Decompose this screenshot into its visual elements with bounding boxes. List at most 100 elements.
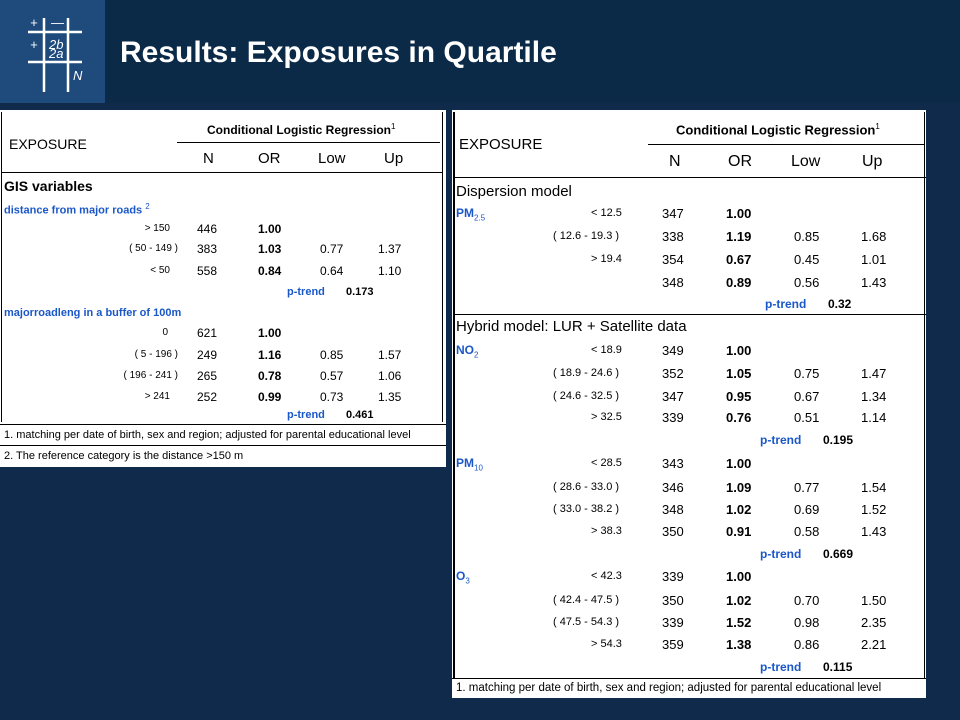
- var-roadleng-label: majorroadleng in a buffer of 100m: [4, 307, 182, 319]
- section-gis: GIS variables: [4, 178, 93, 194]
- row-up: 1.35: [378, 390, 402, 404]
- row-n: 352: [662, 366, 684, 381]
- var-o3-label: O3: [456, 569, 470, 585]
- row-up: 1.68: [861, 229, 887, 244]
- footnote-1: 1. matching per date of birth, sex and r…: [4, 429, 411, 441]
- row-up: 1.10: [378, 264, 402, 278]
- row-or: 0.84: [258, 264, 282, 278]
- ptrend-value: 0.669: [823, 547, 854, 561]
- svg-text:+: +: [30, 15, 38, 30]
- header-bar: + — + 2b 2a N Results: Exposures in Quar…: [0, 0, 960, 103]
- footnote-2: 2. The reference category is the distanc…: [4, 450, 244, 462]
- row-cat: > 32.5: [591, 411, 622, 423]
- row-or: 0.89: [726, 275, 752, 290]
- svg-text:+: +: [30, 37, 38, 52]
- row-cat: > 38.3: [591, 525, 622, 537]
- row-n: 249: [197, 348, 218, 362]
- row-cat: ( 50 - 149 ): [129, 243, 178, 254]
- row-n: 354: [662, 252, 684, 267]
- row-up: 1.34: [861, 389, 887, 404]
- row-or: 0.95: [726, 389, 752, 404]
- col-low: Low: [318, 150, 346, 167]
- row-low: 0.86: [794, 637, 820, 652]
- row-n: 347: [662, 389, 684, 404]
- svg-text:2b: 2b: [48, 37, 63, 52]
- col-n: N: [669, 153, 681, 170]
- row-low: 0.77: [794, 480, 820, 495]
- exposure-header: EXPOSURE: [459, 136, 543, 153]
- ptrend-label: p-trend: [765, 297, 807, 311]
- row-or: 0.91: [726, 524, 752, 539]
- row-up: 1.01: [861, 252, 887, 267]
- row-n: 339: [662, 410, 684, 425]
- row-n: 252: [197, 390, 218, 404]
- row-cat: > 54.3: [591, 638, 622, 650]
- logo-icon: + — + 2b 2a N: [28, 15, 83, 92]
- row-low: 0.98: [794, 615, 820, 630]
- section-hybrid: Hybrid model: LUR + Satellite data: [456, 318, 687, 335]
- row-cat: > 150: [144, 223, 170, 234]
- row-cat: > 19.4: [591, 253, 622, 265]
- svg-text:2a: 2a: [48, 46, 63, 61]
- row-or: 1.05: [726, 366, 752, 381]
- ptrend-label: p-trend: [287, 286, 325, 298]
- row-cat: < 28.5: [591, 457, 622, 469]
- col-or: OR: [728, 153, 752, 170]
- row-or: 0.76: [726, 410, 752, 425]
- row-or: 1.00: [258, 222, 282, 236]
- row-cat: ( 42.4 - 47.5 ): [553, 594, 620, 606]
- row-low: 0.57: [320, 369, 344, 383]
- row-cat: < 42.3: [591, 570, 622, 582]
- col-or: OR: [258, 150, 281, 167]
- right-results-table: EXPOSURE Conditional Logistic Regression…: [452, 110, 926, 698]
- pm25-text: PM: [456, 206, 474, 220]
- row-n: 338: [662, 229, 684, 244]
- pm10-sub: 10: [474, 463, 483, 473]
- row-or: 1.19: [726, 229, 752, 244]
- institute-logo: + — + 2b 2a N: [0, 0, 105, 103]
- row-up: 1.43: [861, 524, 887, 539]
- page-title: Results: Exposures in Quartile: [120, 36, 557, 69]
- clr-sup: 1: [875, 122, 880, 131]
- col-low: Low: [791, 153, 821, 170]
- row-n: 346: [662, 480, 684, 495]
- row-or: 1.00: [258, 326, 282, 340]
- col-up: Up: [862, 153, 883, 170]
- row-n: 558: [197, 264, 218, 278]
- ptrend-value: 0.461: [346, 409, 374, 421]
- var-distance-sup: 2: [145, 202, 150, 211]
- var-distance-text: distance from major roads: [4, 204, 143, 217]
- svg-text:N: N: [73, 68, 83, 83]
- no2-sub: 2: [474, 350, 479, 360]
- clr-header: Conditional Logistic Regression1: [676, 122, 880, 137]
- row-low: 0.56: [794, 275, 820, 290]
- row-cat: ( 47.5 - 54.3 ): [553, 616, 620, 628]
- row-low: 0.45: [794, 252, 820, 267]
- row-or: 1.00: [726, 569, 752, 584]
- footnote-1: 1. matching per date of birth, sex and r…: [456, 682, 882, 694]
- row-or: 0.78: [258, 369, 282, 383]
- row-or: 1.03: [258, 242, 282, 256]
- row-n: 348: [662, 275, 684, 290]
- row-up: 1.43: [861, 275, 887, 290]
- row-cat: 0: [162, 327, 168, 338]
- row-low: 0.70: [794, 593, 820, 608]
- row-up: 1.52: [861, 502, 887, 517]
- var-pm25-label: PM2.5: [456, 206, 485, 222]
- row-or: 0.99: [258, 390, 282, 404]
- ptrend-value: 0.32: [828, 297, 852, 311]
- row-n: 383: [197, 242, 218, 256]
- row-cat: ( 18.9 - 24.6 ): [553, 367, 620, 379]
- row-cat: ( 33.0 - 38.2 ): [553, 503, 620, 515]
- row-n: 348: [662, 502, 684, 517]
- row-low: 0.69: [794, 502, 820, 517]
- row-or: 1.38: [726, 637, 752, 652]
- row-low: 0.64: [320, 264, 344, 278]
- clr-sup: 1: [391, 122, 396, 131]
- row-n: 350: [662, 593, 684, 608]
- ptrend-label: p-trend: [760, 660, 802, 674]
- row-low: 0.51: [794, 410, 820, 425]
- row-n: 350: [662, 524, 684, 539]
- ptrend-label: p-trend: [760, 433, 802, 447]
- row-low: 0.73: [320, 390, 344, 404]
